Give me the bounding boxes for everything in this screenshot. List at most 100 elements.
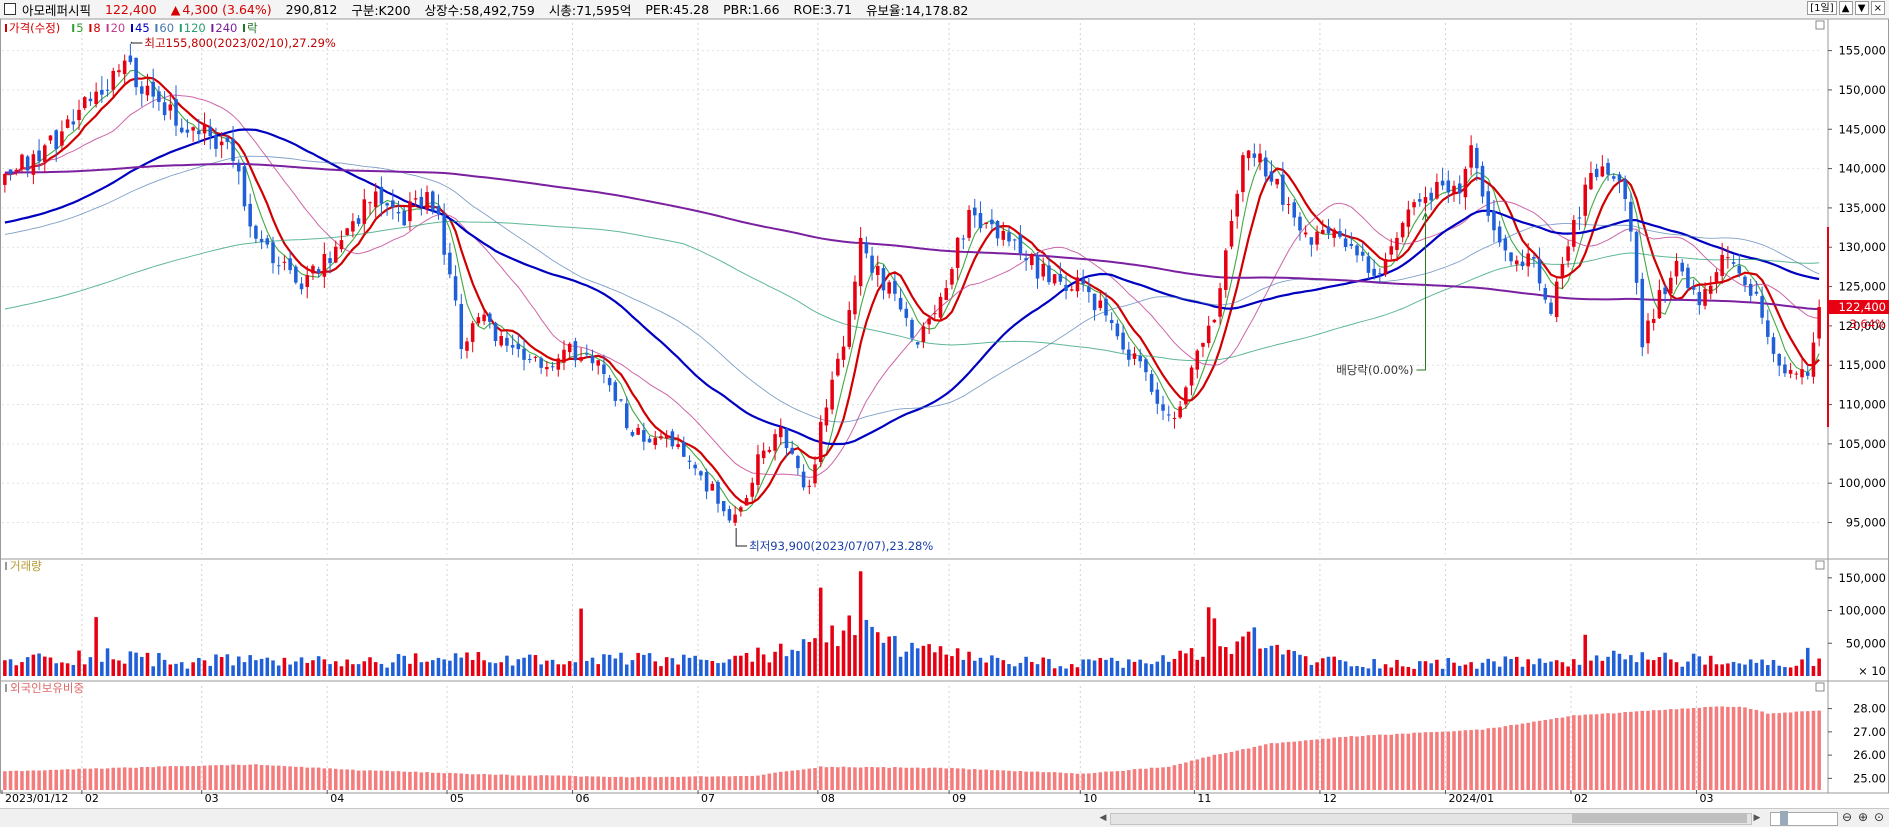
- foreign-bar: [1258, 745, 1262, 790]
- candle-body: [1298, 216, 1302, 231]
- month-label: 03: [1699, 792, 1713, 805]
- volume-bar: [43, 656, 47, 676]
- zoom-out-icon[interactable]: ⊖: [1841, 810, 1853, 824]
- zoom-slider-knob[interactable]: [1780, 811, 1788, 825]
- candle-body: [1035, 255, 1040, 279]
- foreign-bar: [60, 769, 64, 790]
- volume-bar: [185, 668, 190, 676]
- foreign-bar: [322, 768, 327, 790]
- volume-bar: [1554, 660, 1559, 676]
- volume-bar: [676, 664, 680, 676]
- foreign-bar: [1235, 750, 1239, 790]
- per-value: PER:45.28: [645, 1, 710, 17]
- volume-bar: [1811, 665, 1816, 676]
- volume-bar: [602, 654, 606, 676]
- foreign-bar: [1052, 772, 1057, 790]
- candle-body: [790, 447, 794, 454]
- candle-body: [870, 255, 874, 273]
- candle-body: [613, 382, 618, 401]
- scroll-left-icon[interactable]: ◀: [1099, 813, 1107, 823]
- candle-body: [1024, 258, 1028, 261]
- candle-body: [1372, 268, 1376, 276]
- scroll-up-button[interactable]: ▲: [1838, 1, 1853, 15]
- scroll-thumb[interactable]: [1572, 813, 1747, 823]
- price-tick-label: 140,000: [1838, 162, 1886, 176]
- period-button[interactable]: [1일]: [1807, 1, 1837, 15]
- foreign-bar: [185, 766, 190, 790]
- foreign-bar: [1075, 773, 1080, 790]
- volume-bar: [1549, 661, 1553, 676]
- candle-body: [1400, 222, 1405, 238]
- foreign-bar: [1623, 712, 1627, 790]
- volume-bar: [779, 643, 783, 676]
- foreign-bar: [1149, 767, 1154, 790]
- candle-body: [1674, 260, 1679, 277]
- candle-body: [168, 104, 173, 111]
- candle-body: [545, 366, 549, 370]
- foreign-panel-minimize-icon[interactable]: [1815, 682, 1825, 692]
- volume-bar: [1184, 653, 1188, 676]
- foreign-bar: [510, 775, 515, 790]
- foreign-bar: [961, 768, 966, 790]
- foreign-bar: [1206, 756, 1211, 790]
- volume-panel-minimize-icon[interactable]: [1815, 560, 1825, 570]
- candle-body: [1577, 217, 1582, 219]
- candle-body: [225, 137, 230, 142]
- volume-bar: [1269, 645, 1274, 676]
- volume-bar: [231, 665, 235, 676]
- foreign-bar: [733, 776, 737, 790]
- candle-body: [299, 283, 304, 290]
- volume-bar: [419, 662, 424, 676]
- price-tick-label: 110,000: [1838, 398, 1886, 412]
- foreign-bar: [265, 765, 270, 790]
- zoom-in-icon[interactable]: ⊕: [1857, 810, 1869, 824]
- volume-bar: [990, 655, 994, 676]
- volume-bar: [1195, 659, 1200, 676]
- header-bar: 아모레퍼시픽 122,400 ▲ 4,300 (3.64%) 290,812 구분:…: [0, 0, 1889, 19]
- volume-bar: [1332, 656, 1336, 676]
- scroll-down-button[interactable]: ▼: [1854, 1, 1869, 15]
- foreign-bar: [887, 767, 891, 790]
- foreign-bar: [1520, 723, 1525, 790]
- foreign-bar: [1229, 751, 1234, 790]
- candle-body: [1252, 153, 1257, 158]
- candle-body: [1155, 389, 1160, 404]
- volume-bar: [972, 660, 977, 676]
- candle-body: [1315, 231, 1319, 245]
- candle-body: [442, 214, 446, 255]
- candle-body: [191, 127, 195, 131]
- volume-bar: [1766, 665, 1770, 676]
- month-label: 12: [1323, 792, 1337, 805]
- volume-bar: [550, 659, 555, 676]
- candle-body: [596, 360, 600, 366]
- candle-body: [1395, 237, 1399, 251]
- candle-body: [1423, 197, 1428, 204]
- volume-bar: [237, 656, 241, 676]
- volume-bar: [259, 658, 264, 676]
- volume-bar: [1012, 666, 1017, 676]
- price-panel-minimize-icon[interactable]: [1815, 20, 1825, 30]
- volume-bar: [208, 665, 213, 676]
- stock-chart[interactable]: 2023/01/12 02 03 04 05 06 07 08 09 10 11 12 2024/01 0…: [0, 19, 1889, 808]
- foreign-panel-title: 외국인보유비중: [10, 681, 84, 695]
- candle-body: [1623, 179, 1627, 200]
- foreign-bar: [1349, 736, 1354, 790]
- zoom-reset-icon[interactable]: ⊙: [1873, 810, 1885, 824]
- selector-checkbox[interactable]: [4, 3, 16, 15]
- candle-body: [179, 127, 184, 133]
- close-button[interactable]: ×: [1870, 1, 1885, 15]
- foreign-bar: [1435, 731, 1439, 790]
- foreign-bar: [1132, 769, 1137, 790]
- price-tick-label: 100,000: [1838, 476, 1886, 490]
- volume-bar: [1737, 663, 1742, 676]
- candle-body: [1383, 259, 1388, 275]
- candle-body: [1777, 353, 1781, 366]
- volume-bar: [699, 659, 703, 676]
- candle-body: [488, 313, 492, 322]
- legend-marker: [179, 24, 182, 32]
- high-annotation: 최고155,800(2023/02/10),27.29%: [144, 36, 336, 50]
- candle-body: [1743, 276, 1747, 286]
- scroll-right-icon[interactable]: ▶: [1753, 813, 1761, 823]
- volume-bar: [219, 656, 224, 676]
- volume-bar: [1064, 668, 1068, 676]
